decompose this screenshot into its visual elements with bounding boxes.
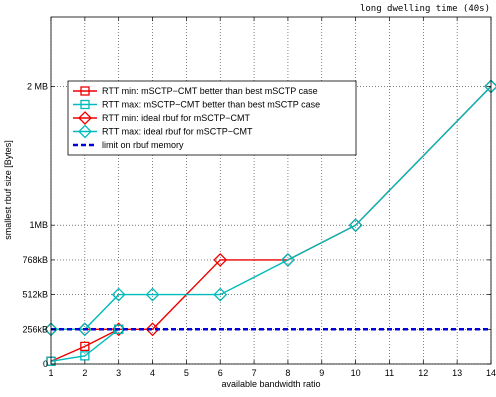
x-tick-label: 13 — [452, 368, 462, 378]
series-4-point — [348, 218, 363, 233]
series-2-point — [80, 351, 90, 361]
series-layer — [44, 79, 496, 366]
x-tick-label: 7 — [252, 368, 257, 378]
legend-item: RTT min: ideal rbuf for mSCTP−CMT — [73, 111, 250, 125]
series-1-point — [80, 341, 90, 352]
y-axis: 0 256kB 512kB 768kB 1MB 2 MB — [22, 81, 491, 369]
series-4-point — [77, 322, 92, 337]
x-tick-label: 5 — [184, 368, 189, 378]
x-tick-label: 11 — [385, 368, 394, 378]
x-axis-label: available bandwidth ratio — [221, 379, 320, 389]
x-tick-label: 1 — [48, 368, 53, 378]
series-3-point — [145, 322, 160, 337]
y-tick-label: 2 MB — [27, 81, 48, 91]
series-4-line — [51, 85, 492, 330]
plot-area — [51, 17, 491, 364]
legend-label: RTT min: ideal rbuf for mSCTP−CMT — [102, 113, 250, 123]
x-tick-label: 9 — [319, 368, 324, 378]
x-tick-label: 3 — [116, 368, 121, 378]
x-tick-label: 10 — [351, 368, 361, 378]
legend-label: RTT max: ideal rbuf for mSCTP−CMT — [102, 127, 253, 137]
x-tick-label: 2 — [82, 368, 87, 378]
series-4-point — [111, 287, 126, 302]
x-tick-label: 12 — [418, 368, 428, 378]
x-tick-label: 4 — [150, 368, 155, 378]
series-3-point — [213, 252, 228, 267]
legend-marker — [78, 111, 92, 125]
legend-marker — [80, 99, 90, 110]
legend-label: limit on rbuf memory — [102, 140, 184, 150]
x-tick-label: 8 — [285, 368, 290, 378]
series-4-point — [281, 252, 295, 267]
legend-label: RTT max: mSCTP−CMT better than best mSCT… — [102, 100, 320, 110]
series-2-line — [50, 328, 120, 362]
plot-border — [50, 16, 492, 365]
y-tick-label: 256kB — [22, 324, 48, 334]
y-tick-label: 1MB — [29, 220, 48, 230]
y-axis-label: smallest rbuf size [Bytes] — [3, 140, 13, 240]
chart-title: long dwelling time (40s) — [360, 4, 490, 14]
legend-item: RTT max: mSCTP−CMT better than best mSCT… — [73, 100, 320, 110]
legend-marker — [80, 86, 90, 96]
legend: RTT min: mSCTP−CMT better than best mSCT… — [67, 80, 357, 156]
x-tick-label: 6 — [218, 368, 223, 378]
x-axis: 1 2 3 4 5 6 7 8 9 10 11 12 13 14 — [48, 17, 496, 378]
legend-item: RTT min: mSCTP−CMT better than best mSCT… — [73, 86, 318, 96]
y-tick-label: 512kB — [22, 290, 48, 300]
series-2-point — [114, 324, 124, 334]
legend-item: limit on rbuf memory — [73, 140, 184, 150]
series-1-line — [50, 328, 120, 362]
series-4-point — [145, 287, 160, 302]
x-tick-label: 14 — [486, 368, 496, 378]
y-tick-label: 768kB — [22, 255, 48, 265]
legend-item: RTT max: ideal rbuf for mSCTP−CMT — [73, 124, 253, 139]
y-tick-label: 0 — [43, 359, 48, 369]
legend-label: RTT min: mSCTP−CMT better than best mSCT… — [102, 86, 318, 96]
legend-box — [67, 80, 357, 156]
legend-marker — [78, 124, 92, 139]
series-4-point — [213, 287, 228, 302]
